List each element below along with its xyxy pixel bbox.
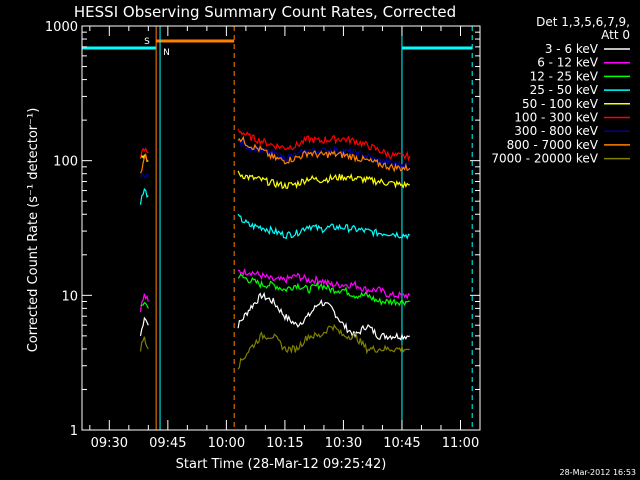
series-line — [237, 135, 411, 173]
plot-frame — [81, 25, 481, 431]
series-line — [237, 268, 411, 300]
x-tick-label: 10:00 — [208, 436, 245, 451]
legend-entry-label: 50 - 100 keV — [522, 97, 599, 111]
legend-entry-label: 7000 - 20000 keV — [491, 152, 598, 166]
x-tick-label: 10:45 — [383, 436, 420, 451]
series-line — [237, 323, 411, 370]
series-line — [139, 152, 149, 174]
legend-entry-label: 800 - 7000 keV — [507, 138, 599, 152]
series-line — [139, 293, 149, 312]
y-tick-label: 1 — [70, 424, 78, 439]
legend-entry-label: 300 - 800 keV — [514, 124, 598, 138]
legend-entry-label: 3 - 6 keV — [545, 42, 599, 56]
legend-entry-label: 25 - 50 keV — [530, 83, 599, 97]
series-line — [237, 291, 411, 341]
saa-flag-label: S — [144, 37, 150, 47]
legend-entry-label: 6 - 12 keV — [537, 56, 599, 70]
x-tick-label: 10:15 — [266, 436, 303, 451]
series-line — [237, 170, 410, 190]
series-line — [140, 301, 149, 309]
x-tick-label: 09:45 — [149, 436, 186, 451]
series-line — [237, 213, 411, 240]
y-tick-label: 100 — [53, 155, 78, 170]
legend-entry-label: 100 - 300 keV — [514, 111, 598, 125]
series-line — [139, 172, 149, 179]
legend-header-attenuator: Att 0 — [601, 28, 630, 42]
x-tick-label: 10:30 — [325, 436, 362, 451]
series-line — [139, 316, 149, 337]
y-axis-label: Corrected Count Rate (s⁻¹ detector⁻¹) — [26, 108, 41, 353]
chart-axes: 1 10 100 1000 09:30 09:45 10:00 10:15 10:30 10:45… — [45, 20, 481, 451]
night-flag-label: N — [163, 48, 170, 58]
y-tick-label: 10 — [61, 289, 78, 304]
series-line — [139, 147, 149, 159]
series-line — [237, 128, 411, 162]
series-line — [139, 187, 149, 205]
series-line — [237, 273, 410, 307]
plot-timestamp: 28-Mar-2012 16:53 — [560, 468, 637, 477]
chart-marks: SN — [82, 26, 473, 430]
legend-entry-label: 12 - 25 keV — [530, 69, 599, 83]
series-line — [139, 336, 149, 352]
x-tick-label: 09:30 — [91, 436, 128, 451]
y-tick-label: 1000 — [45, 20, 78, 35]
series-line — [139, 154, 149, 163]
legend-header-detectors: Det 1,3,5,6,7,9, — [536, 15, 630, 29]
chart-title: HESSI Observing Summary Count Rates, Cor… — [74, 3, 456, 21]
x-axis-label: Start Time (28-Mar-12 09:25:42) — [176, 457, 387, 472]
x-tick-label: 11:00 — [442, 436, 479, 451]
